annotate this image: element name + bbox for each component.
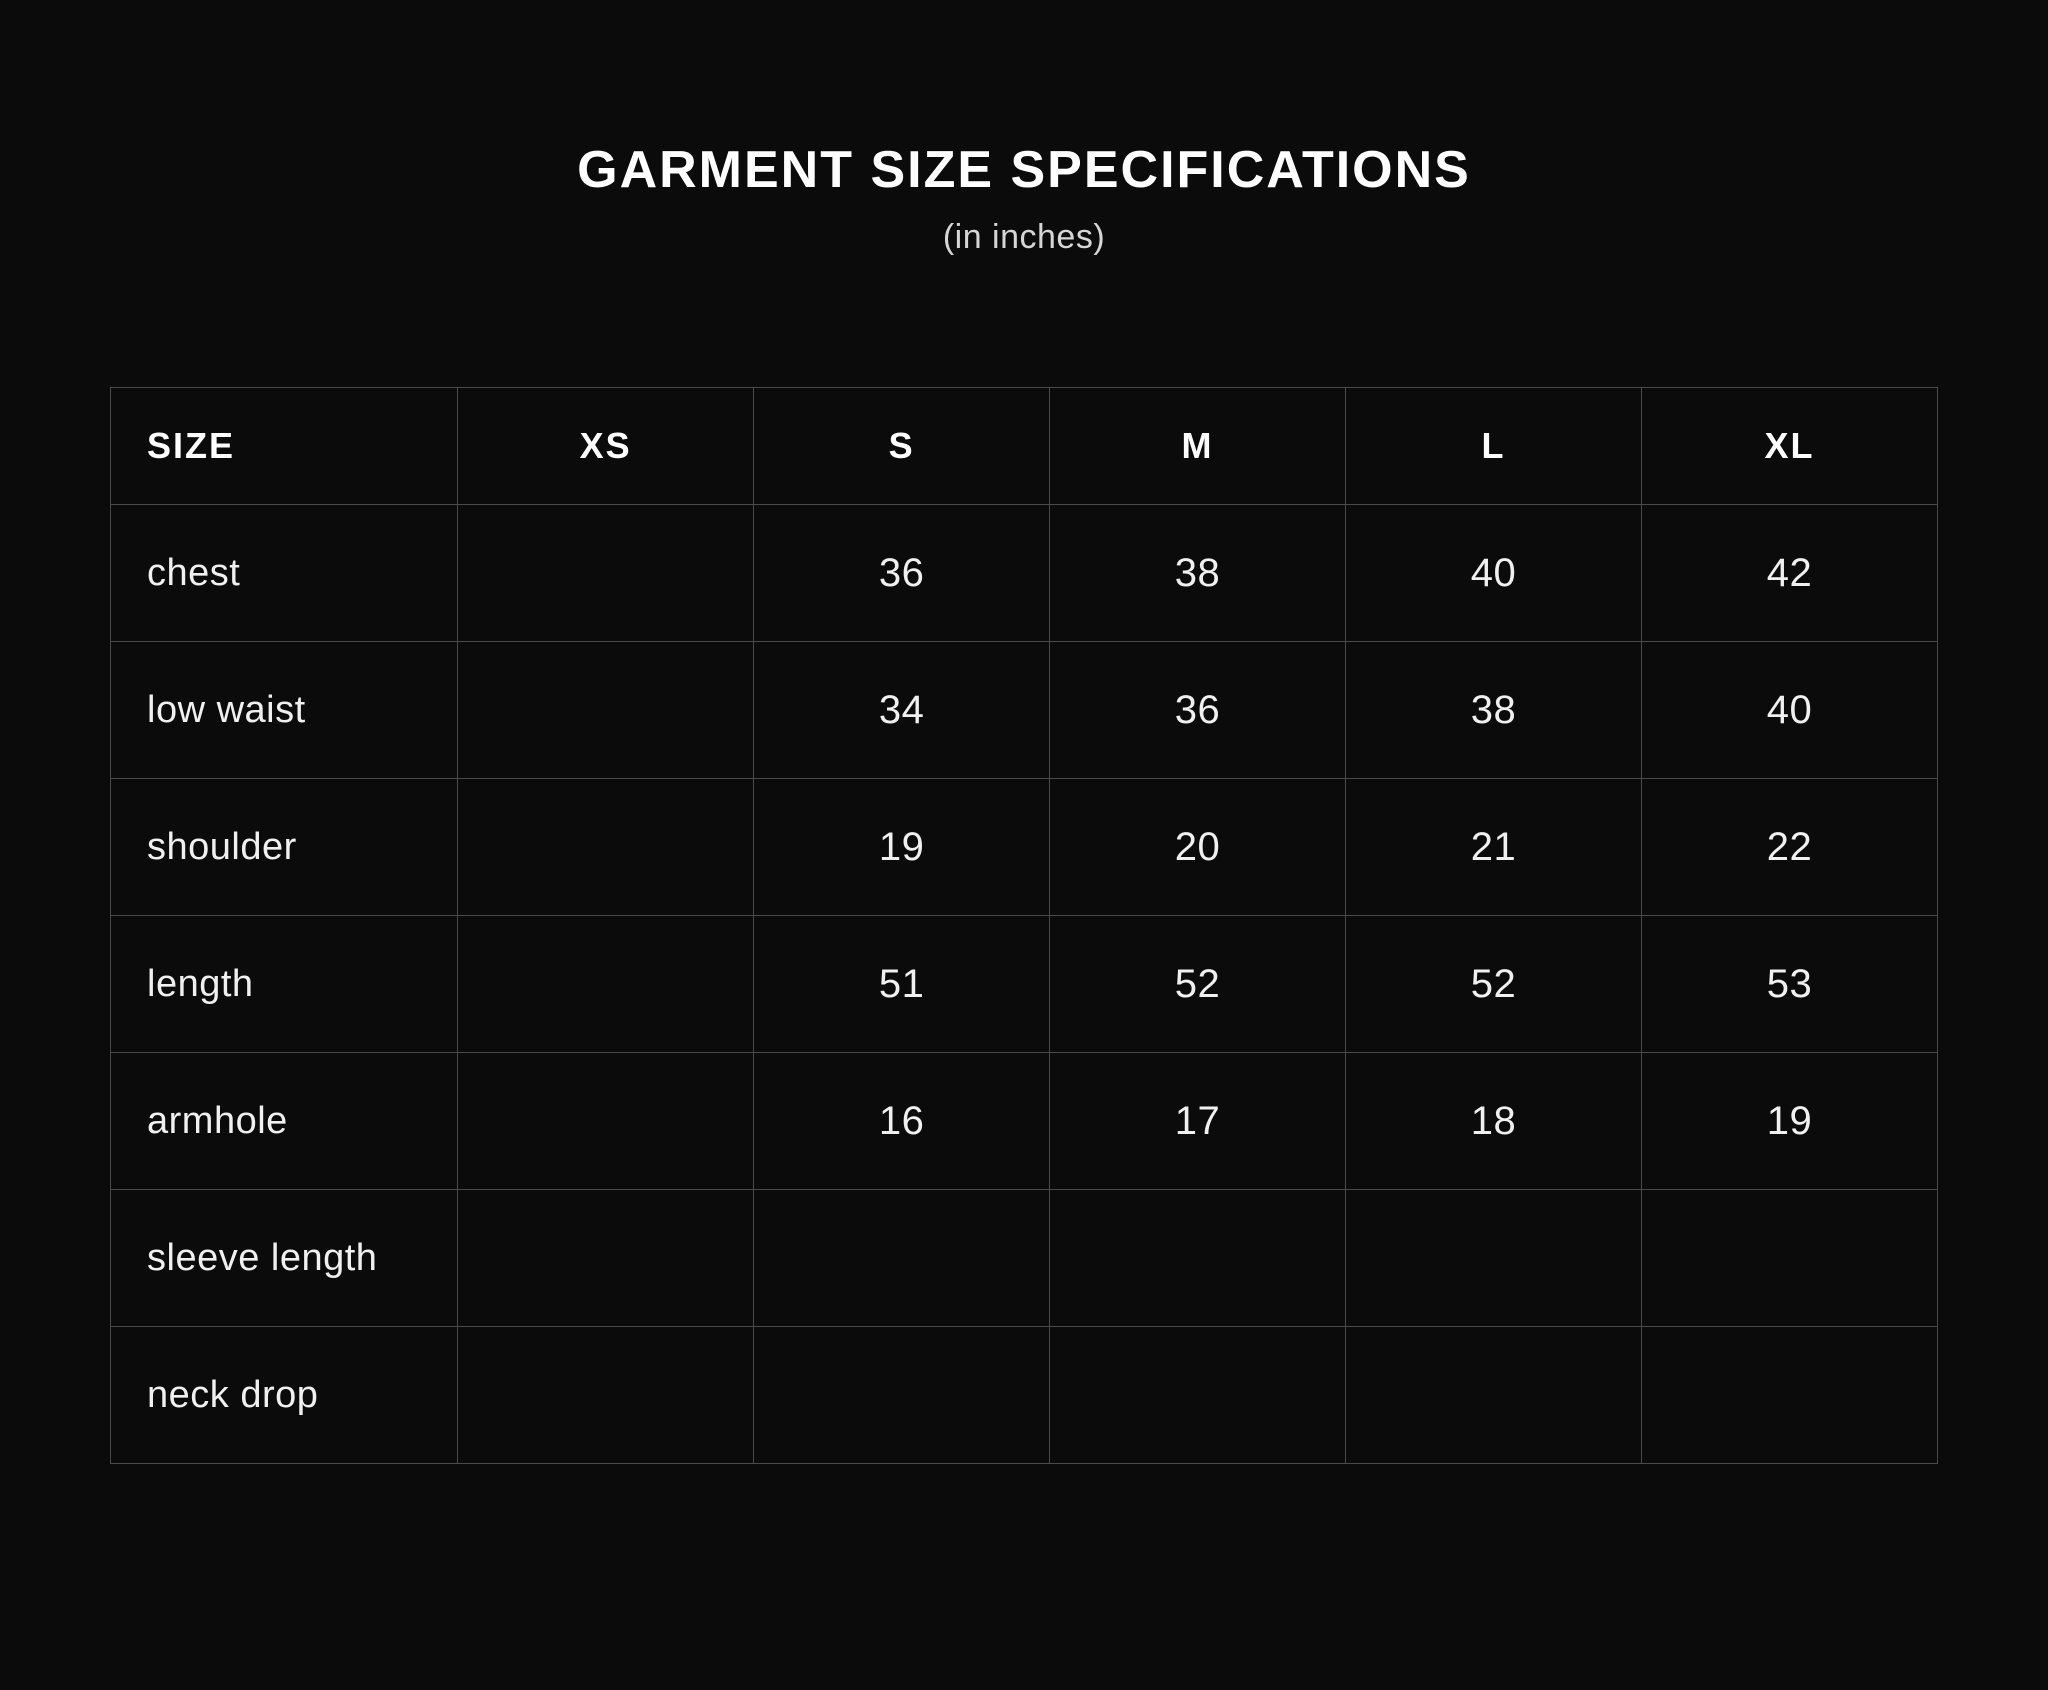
size-table-wrap: SIZE XS S M L XL chest 36 38 40 42 <box>110 387 1938 1464</box>
cell <box>1050 1327 1346 1464</box>
cell: 17 <box>1050 1053 1346 1190</box>
cell: 42 <box>1642 505 1938 642</box>
table-row: armhole 16 17 18 19 <box>111 1053 1938 1190</box>
cell: 52 <box>1050 916 1346 1053</box>
cell-value: 20 <box>1050 825 1345 870</box>
cell-value: 19 <box>754 825 1049 870</box>
row-label-text: length <box>111 963 457 1006</box>
col-header-label: SIZE <box>111 388 458 505</box>
cell-value: 22 <box>1642 825 1937 870</box>
cell <box>458 642 754 779</box>
page-title: GARMENT SIZE SPECIFICATIONS <box>577 140 1471 200</box>
cell-value: 34 <box>754 688 1049 733</box>
cell: 40 <box>1642 642 1938 779</box>
cell <box>458 1327 754 1464</box>
cell-value: 38 <box>1050 551 1345 596</box>
cell <box>1346 1190 1642 1327</box>
cell-value: 18 <box>1346 1099 1641 1144</box>
table-header-row: SIZE XS S M L XL <box>111 388 1938 505</box>
page-subtitle: (in inches) <box>943 218 1105 257</box>
cell: 53 <box>1642 916 1938 1053</box>
table-row: low waist 34 36 38 40 <box>111 642 1938 779</box>
col-header-text: M <box>1050 425 1345 467</box>
row-label-text: low waist <box>111 689 457 732</box>
cell <box>458 505 754 642</box>
cell <box>754 1327 1050 1464</box>
cell <box>1642 1327 1938 1464</box>
col-header-text: XL <box>1642 425 1937 467</box>
cell: 16 <box>754 1053 1050 1190</box>
cell: 40 <box>1346 505 1642 642</box>
table-row: length 51 52 52 53 <box>111 916 1938 1053</box>
cell <box>1050 1190 1346 1327</box>
cell: 34 <box>754 642 1050 779</box>
cell <box>1642 1190 1938 1327</box>
cell: 21 <box>1346 779 1642 916</box>
cell: 36 <box>754 505 1050 642</box>
cell: 38 <box>1346 642 1642 779</box>
row-label-text: sleeve length <box>111 1237 457 1280</box>
col-header-s: S <box>754 388 1050 505</box>
cell: 51 <box>754 916 1050 1053</box>
cell-value: 53 <box>1642 962 1937 1007</box>
cell-value: 38 <box>1346 688 1641 733</box>
cell: 19 <box>1642 1053 1938 1190</box>
row-label: neck drop <box>111 1327 458 1464</box>
cell-value: 17 <box>1050 1099 1345 1144</box>
cell-value: 52 <box>1050 962 1345 1007</box>
row-label-text: shoulder <box>111 826 457 869</box>
cell-value: 36 <box>754 551 1049 596</box>
cell <box>458 1053 754 1190</box>
cell <box>458 1190 754 1327</box>
table-row: chest 36 38 40 42 <box>111 505 1938 642</box>
cell-value: 36 <box>1050 688 1345 733</box>
row-label: sleeve length <box>111 1190 458 1327</box>
cell: 18 <box>1346 1053 1642 1190</box>
row-label: shoulder <box>111 779 458 916</box>
row-label: length <box>111 916 458 1053</box>
col-header-l: L <box>1346 388 1642 505</box>
col-header-xl: XL <box>1642 388 1938 505</box>
row-label: low waist <box>111 642 458 779</box>
cell <box>458 779 754 916</box>
cell-value: 52 <box>1346 962 1641 1007</box>
cell-value: 21 <box>1346 825 1641 870</box>
col-header-text: XS <box>458 425 753 467</box>
cell <box>754 1190 1050 1327</box>
cell-value: 19 <box>1642 1099 1937 1144</box>
row-label-text: neck drop <box>111 1374 457 1417</box>
cell: 20 <box>1050 779 1346 916</box>
col-header-m: M <box>1050 388 1346 505</box>
cell-value: 16 <box>754 1099 1049 1144</box>
cell: 22 <box>1642 779 1938 916</box>
cell-value: 42 <box>1642 551 1937 596</box>
cell <box>1346 1327 1642 1464</box>
cell: 38 <box>1050 505 1346 642</box>
row-label-text: chest <box>111 552 457 595</box>
cell-value: 40 <box>1642 688 1937 733</box>
cell: 36 <box>1050 642 1346 779</box>
table-row: shoulder 19 20 21 22 <box>111 779 1938 916</box>
size-table: SIZE XS S M L XL chest 36 38 40 42 <box>110 387 1938 1464</box>
col-header-text: SIZE <box>111 425 457 467</box>
cell: 19 <box>754 779 1050 916</box>
col-header-xs: XS <box>458 388 754 505</box>
row-label: chest <box>111 505 458 642</box>
cell-value: 40 <box>1346 551 1641 596</box>
col-header-text: L <box>1346 425 1641 467</box>
cell <box>458 916 754 1053</box>
col-header-text: S <box>754 425 1049 467</box>
size-spec-page: GARMENT SIZE SPECIFICATIONS (in inches) … <box>0 0 2048 1690</box>
row-label-text: armhole <box>111 1100 457 1143</box>
table-row: sleeve length <box>111 1190 1938 1327</box>
cell: 52 <box>1346 916 1642 1053</box>
row-label: armhole <box>111 1053 458 1190</box>
cell-value: 51 <box>754 962 1049 1007</box>
table-row: neck drop <box>111 1327 1938 1464</box>
